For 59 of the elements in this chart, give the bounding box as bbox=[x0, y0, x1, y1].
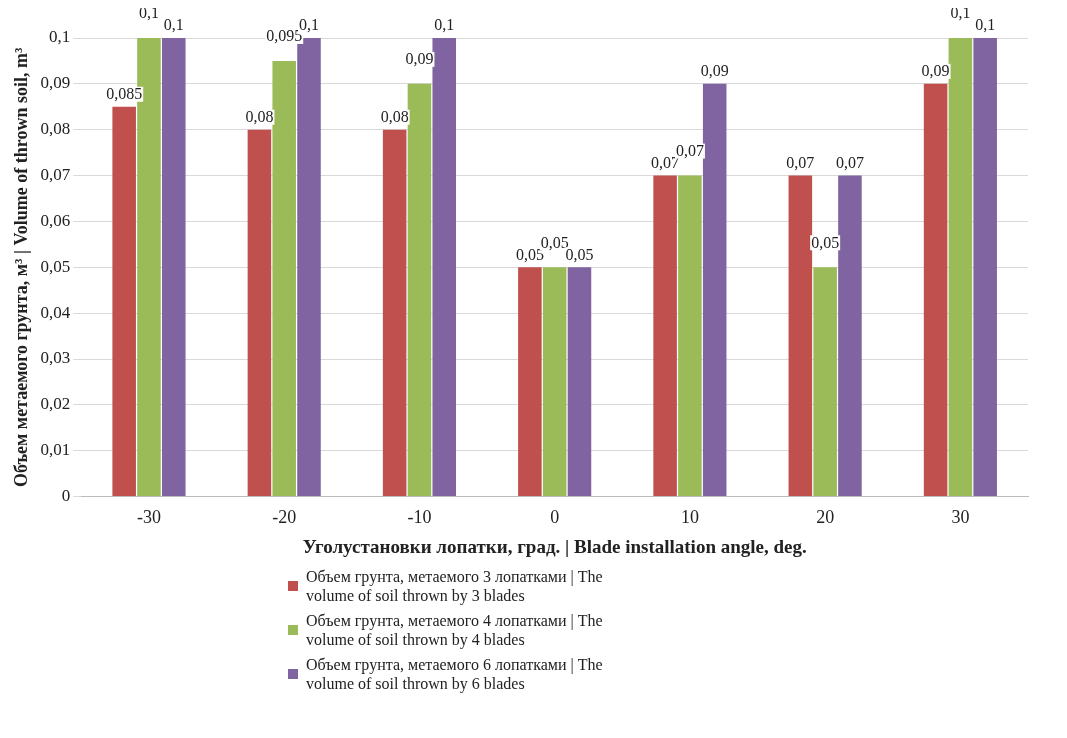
y-tick-label: 0,04 bbox=[40, 302, 71, 322]
bar bbox=[813, 267, 837, 497]
bar bbox=[678, 175, 702, 497]
data-label: 0,1 bbox=[138, 4, 159, 22]
data-label: 0,1 bbox=[975, 16, 996, 34]
data-label: 0,09 bbox=[921, 62, 950, 80]
legend-label: Объем грунта, метаемого 3 лопатками | The volume of soil thrown by 3 blades bbox=[306, 567, 604, 605]
data-label: 0,1 bbox=[950, 4, 971, 22]
y-tick-label: 0,02 bbox=[40, 394, 71, 414]
bar bbox=[973, 38, 997, 497]
data-label: 0,08 bbox=[245, 107, 274, 125]
x-axis-title: Уголустановки лопатки, град. | Blade installation angle, deg. bbox=[302, 535, 807, 557]
legend-label: Объем грунта, метаемого 4 лопатками | The volume of soil thrown by 4 blades bbox=[306, 611, 604, 649]
data-label: 0,09 bbox=[700, 62, 729, 80]
data-label: 0,08 bbox=[380, 107, 409, 125]
bar bbox=[247, 129, 272, 497]
data-label: 0,09 bbox=[405, 50, 434, 68]
y-tick-label: 0,07 bbox=[40, 165, 71, 185]
bar bbox=[923, 83, 948, 497]
x-tick-label: -10 bbox=[407, 507, 432, 528]
bar bbox=[567, 267, 592, 497]
bar bbox=[112, 106, 136, 497]
data-label: 0,1 bbox=[299, 16, 319, 34]
data-label: 0,07 bbox=[675, 141, 704, 159]
x-tick-label: -30 bbox=[136, 507, 161, 528]
bar bbox=[788, 175, 813, 497]
x-tick-label: 20 bbox=[816, 507, 835, 528]
data-label: 0,1 bbox=[434, 16, 455, 34]
data-label: 0,07 bbox=[835, 153, 864, 171]
y-tick-label: 0,06 bbox=[40, 210, 71, 230]
y-tick-label: 0,08 bbox=[40, 119, 71, 139]
bar bbox=[161, 38, 186, 497]
x-tick-label: 30 bbox=[951, 507, 970, 528]
bar bbox=[272, 60, 296, 497]
x-tick-label: -20 bbox=[272, 507, 297, 528]
bar bbox=[518, 267, 542, 497]
bar bbox=[948, 38, 973, 497]
legend-label: Объем грунта, метаемого 6 лопатками | The volume of soil thrown by 6 blades bbox=[306, 655, 604, 693]
x-tick-label: 0 bbox=[550, 507, 560, 528]
x-tick-label: 10 bbox=[680, 507, 699, 528]
y-tick-label: 0,1 bbox=[49, 27, 71, 47]
y-tick-label: 0,09 bbox=[40, 73, 71, 93]
bar bbox=[838, 175, 862, 497]
y-tick-label: 0,03 bbox=[40, 348, 71, 368]
bar bbox=[407, 83, 432, 497]
data-label: 0,05 bbox=[811, 233, 840, 251]
data-label: 0,1 bbox=[163, 16, 184, 34]
y-axis-title: Объем метаемого грунта, м³ | Volume of thrown soil, m³ bbox=[11, 47, 32, 487]
bar bbox=[702, 83, 727, 497]
y-tick-label: 0 bbox=[61, 486, 71, 506]
bar bbox=[432, 38, 457, 497]
bar bbox=[542, 267, 567, 497]
y-tick-label: 0,01 bbox=[40, 440, 71, 460]
y-tick-label: 0,05 bbox=[40, 256, 71, 276]
data-label: 0,05 bbox=[540, 233, 569, 251]
bar bbox=[653, 175, 677, 497]
bar bbox=[382, 129, 407, 497]
data-label: 0,085 bbox=[106, 84, 143, 102]
data-label: 0,07 bbox=[786, 153, 815, 171]
